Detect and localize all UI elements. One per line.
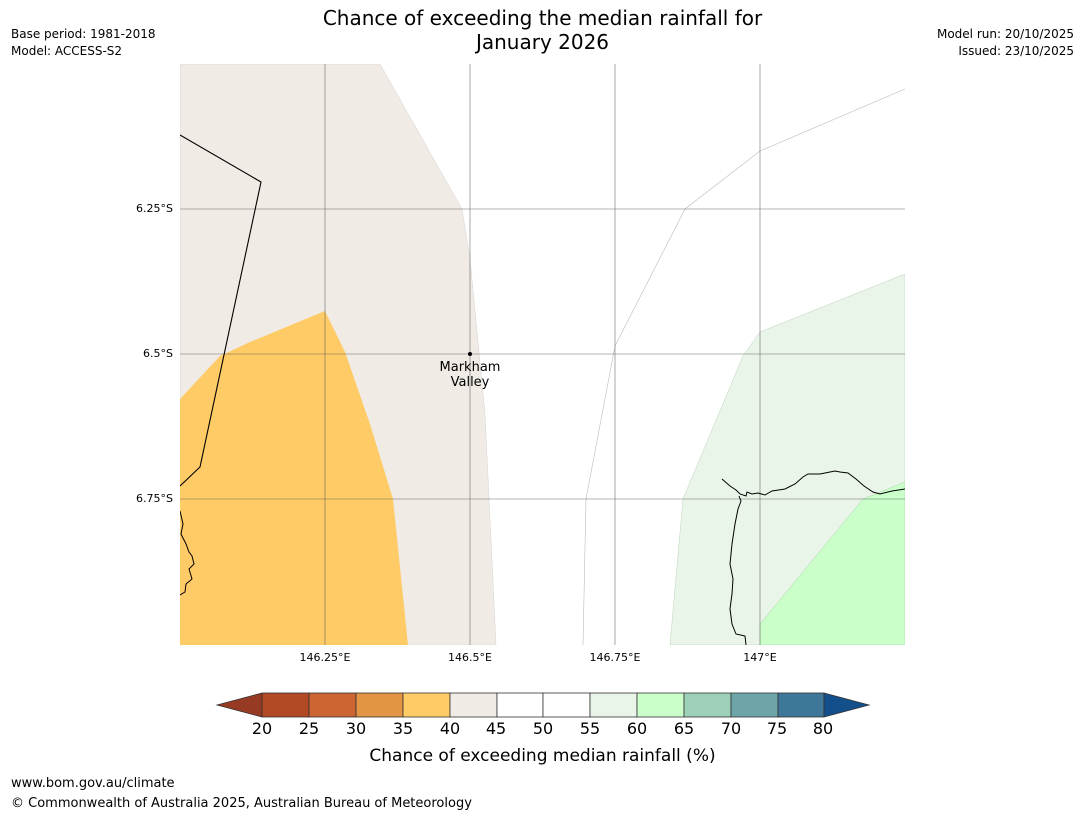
colorbar-swatch (636, 692, 685, 718)
colorbar-tick: 40 (439, 719, 461, 738)
place-name-line-2: Valley (450, 375, 490, 390)
colorbar-tick: 20 (251, 719, 273, 738)
colorbar-segments (261, 692, 825, 718)
map-canvas (180, 64, 905, 645)
lon-label: 146.25°E (299, 651, 351, 664)
colorbar-tick: 75 (766, 719, 788, 738)
coastline-west (180, 510, 195, 596)
river-line (721, 470, 905, 497)
colorbar-label: Chance of exceeding median rainfall (%) (369, 746, 716, 766)
colorbar-extend-low (215, 692, 263, 718)
lon-label: 146.5°E (448, 651, 492, 664)
lon-label: 147°E (743, 651, 777, 664)
issued-date: Issued: 23/10/2025 (958, 44, 1074, 58)
colorbar-tick: 80 (812, 719, 834, 738)
map-title: Chance of exceeding the median rainfall … (0, 6, 1085, 54)
lon-label: 146.75°E (589, 651, 641, 664)
markham-valley-marker (468, 352, 472, 356)
colorbar-tick: 50 (532, 719, 554, 738)
colorbar-swatch (402, 692, 451, 718)
colorbar-tick: 45 (485, 719, 507, 738)
colorbar-tick: 55 (579, 719, 601, 738)
title-line-1: Chance of exceeding the median rainfall … (322, 6, 763, 30)
lat-label: 6.25°S (136, 202, 173, 215)
title-line-2: January 2026 (475, 30, 610, 54)
colorbar-tick: 25 (298, 719, 320, 738)
river-line-south (729, 495, 747, 645)
province-boundary (180, 134, 262, 487)
colorbar-swatch (449, 692, 498, 718)
colorbar-swatch (542, 692, 591, 718)
model-run: Model run: 20/10/2025 (936, 27, 1074, 41)
footer-url[interactable]: www.bom.gov.au/climate (11, 776, 175, 791)
colorbar-swatch (730, 692, 779, 718)
colorbar-tick: 70 (720, 719, 742, 738)
lat-label: 6.75°S (136, 492, 173, 505)
lat-label: 6.5°S (143, 347, 173, 360)
colorbar-swatch (261, 692, 310, 718)
contour-line (582, 88, 905, 645)
colorbar-extend-high (823, 692, 871, 718)
colorbar (215, 692, 871, 718)
colorbar-swatch (496, 692, 544, 718)
model-name: Model: ACCESS-S2 (11, 44, 123, 58)
colorbar-tick: 65 (673, 719, 695, 738)
zone-35-40 (180, 311, 408, 645)
place-label: Markham Valley (425, 360, 515, 390)
footer-copyright: © Commonwealth of Australia 2025, Austra… (11, 796, 472, 811)
base-period: Base period: 1981-2018 (11, 27, 156, 41)
graticule (180, 64, 905, 645)
meta-right: Model run: 20/10/2025 Issued: 23/10/2025 (937, 26, 1074, 60)
colorbar-tick: 35 (392, 719, 414, 738)
colorbar-swatch (683, 692, 732, 718)
colorbar-swatch (355, 692, 404, 718)
colorbar-swatch (308, 692, 357, 718)
colorbar-swatch (589, 692, 638, 718)
colorbar-tick: 30 (345, 719, 367, 738)
colorbar-swatch (777, 692, 825, 718)
place-name-line-1: Markham (439, 360, 501, 375)
meta-left: Base period: 1981-2018 Model: ACCESS-S2 (11, 26, 156, 60)
colorbar-tick: 60 (626, 719, 648, 738)
